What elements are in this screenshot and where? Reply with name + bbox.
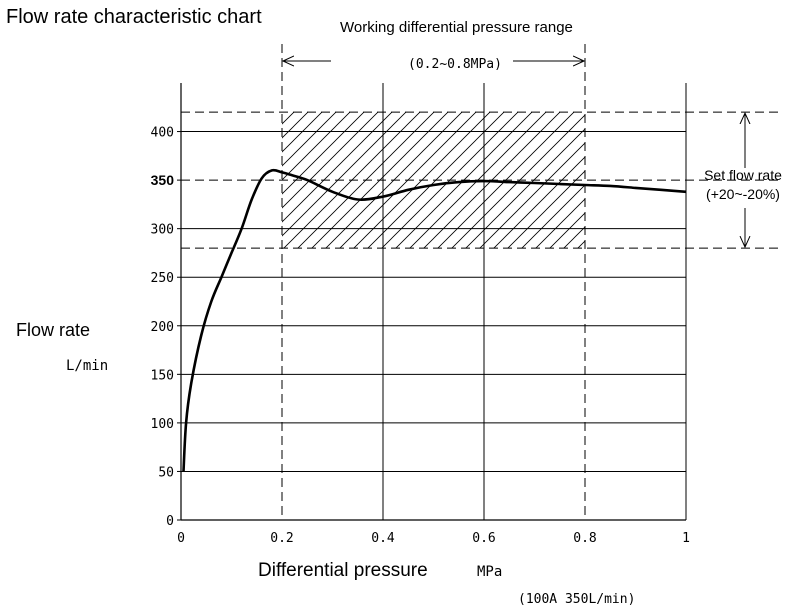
model-note: (100A 350L/min) (518, 592, 636, 607)
y-tick-label: 50 (158, 465, 174, 480)
x-tick-label: 0 (177, 531, 185, 546)
set-flow-rate-label: Set flow rate (+20~-20%) (688, 166, 798, 204)
x-tick-label: 0.4 (371, 531, 395, 546)
x-axis-unit: MPa (477, 564, 503, 580)
set-flow-rate-tolerance: (+20~-20%) (706, 186, 780, 202)
y-tick-label: 200 (151, 320, 174, 335)
y-tick-label: 100 (151, 417, 174, 432)
y-tick-label: 350 (151, 172, 175, 188)
y-tick-label: 150 (151, 368, 174, 383)
working-range-label: Working differential pressure range (340, 19, 573, 36)
x-tick-label: 0.6 (472, 531, 495, 546)
x-tick-label: 0.2 (270, 531, 293, 546)
flow-rate-curve (182, 168, 687, 472)
x-tick-label: 1 (682, 531, 690, 546)
y-tick-label: 400 (151, 126, 174, 141)
chart-title: Flow rate characteristic chart (6, 6, 262, 28)
working-range-value: (0.2~0.8MPa) (408, 57, 502, 72)
x-tick-label: 0.8 (573, 531, 596, 546)
x-axis-label: Differential pressure (258, 560, 428, 581)
y-axis-label: Flow rate (16, 320, 91, 340)
y-tick-label: 0 (166, 514, 174, 529)
y-tick-label: 300 (151, 223, 174, 238)
y-axis-unit: L/min (66, 358, 109, 374)
y-tick-label: 250 (151, 271, 174, 286)
set-flow-rate-title: Set flow rate (704, 167, 782, 183)
